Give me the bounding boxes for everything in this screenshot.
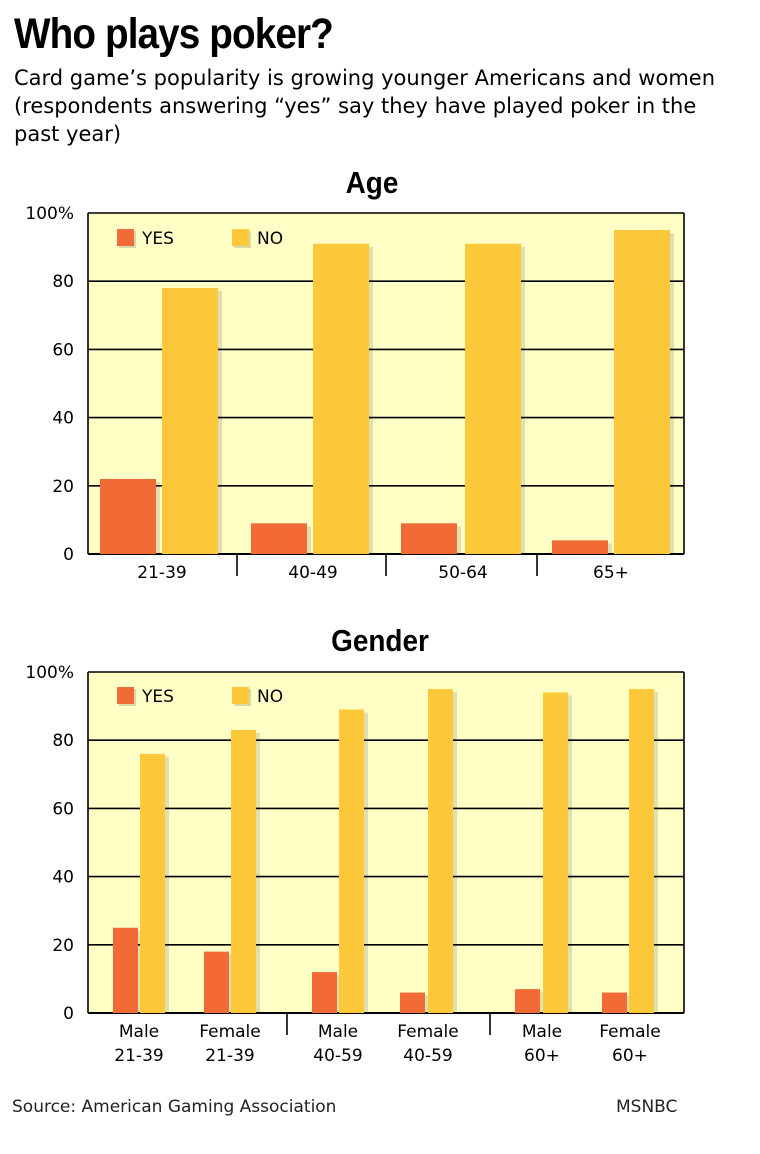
x-tick-label: 60+ <box>612 1046 648 1066</box>
bar-no <box>465 243 521 554</box>
bar-yes <box>251 523 307 554</box>
y-tick-label: 40 <box>52 409 74 429</box>
x-tick-label: Female <box>599 1022 660 1042</box>
legend-label-no: NO <box>257 229 283 249</box>
y-tick-label: 40 <box>52 868 74 888</box>
x-tick-label: 60+ <box>524 1046 560 1066</box>
bar-no <box>231 729 256 1013</box>
x-tick-label: Male <box>318 1022 358 1042</box>
y-tick-label: 80 <box>52 272 74 292</box>
bar-no <box>428 689 453 1013</box>
y-tick-label: 60 <box>52 340 74 360</box>
bar-no <box>629 689 654 1013</box>
bar-no <box>614 230 670 555</box>
x-tick-label: 40-59 <box>403 1046 452 1066</box>
x-tick-label: Female <box>199 1022 260 1042</box>
bar-yes <box>204 951 229 1013</box>
chart-title: Age <box>346 166 399 201</box>
legend-label-yes: YES <box>141 687 174 707</box>
x-tick-label: 65+ <box>593 563 629 583</box>
bar-yes <box>401 523 457 554</box>
x-tick-label: Male <box>119 1022 159 1042</box>
bar-yes <box>602 992 627 1013</box>
y-tick-label: 100% <box>25 204 74 224</box>
y-tick-label: 60 <box>52 799 74 819</box>
credit-note: MSNBC <box>616 1097 678 1117</box>
legend-swatch-yes <box>117 687 134 704</box>
y-tick-label: 0 <box>63 1004 74 1024</box>
x-tick-label: 21-39 <box>205 1046 254 1066</box>
age-chart: Age 100% 80 60 40 20 0 21-39 40-49 50-64 65+ YES NO <box>0 160 760 590</box>
bar-yes <box>100 478 156 554</box>
bar-no <box>313 243 369 554</box>
bar-yes <box>400 992 425 1013</box>
gender-chart: Gender 100% 80 60 40 20 0 Male 21-39 Female 21-39 M… <box>0 618 760 1068</box>
plot-area <box>88 672 684 1013</box>
page-subtitle: Card game’s popularity is growing younge… <box>14 66 716 146</box>
bar-no <box>543 692 568 1013</box>
gender-chart-svg: Gender 100% 80 60 40 20 0 Male 21-39 Female 21-39 M… <box>25 624 685 1066</box>
x-tick-label: Female <box>397 1022 458 1042</box>
legend-swatch-no <box>232 229 249 246</box>
x-tick-label: 40-49 <box>288 563 337 583</box>
bar-no <box>339 709 364 1013</box>
x-tick-label: Male <box>522 1022 562 1042</box>
bar-no <box>162 288 218 554</box>
bar-yes <box>552 540 608 554</box>
y-tick-label: 20 <box>52 936 74 956</box>
y-tick-label: 100% <box>25 663 74 683</box>
legend-label-no: NO <box>257 687 283 707</box>
page-title: Who plays poker? <box>14 10 334 58</box>
age-chart-svg: Age 100% 80 60 40 20 0 21-39 40-49 50-64 65+ YES NO <box>25 166 685 583</box>
x-tick-label: 50-64 <box>438 563 487 583</box>
y-tick-label: 20 <box>52 477 74 497</box>
bar-no <box>140 753 165 1013</box>
bar-yes <box>113 927 138 1013</box>
y-tick-label: 0 <box>63 545 74 565</box>
y-tick-label: 80 <box>52 731 74 751</box>
legend-label-yes: YES <box>141 229 174 249</box>
legend-swatch-no <box>232 687 249 704</box>
source-note: Source: American Gaming Association <box>12 1097 337 1117</box>
x-tick-label: 21-39 <box>114 1046 163 1066</box>
legend-swatch-yes <box>117 229 134 246</box>
bar-yes <box>515 989 540 1013</box>
bar-yes <box>312 972 337 1013</box>
chart-title: Gender <box>331 624 429 659</box>
x-tick-label: 21-39 <box>137 563 186 583</box>
x-tick-label: 40-59 <box>313 1046 362 1066</box>
